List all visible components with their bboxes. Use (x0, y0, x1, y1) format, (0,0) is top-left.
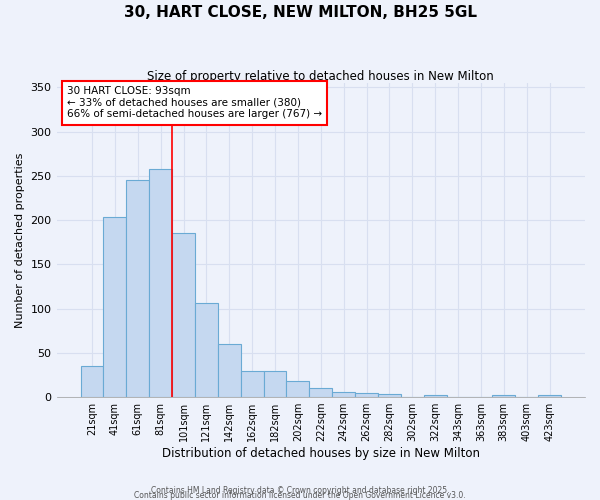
Text: Contains HM Land Registry data © Crown copyright and database right 2025.: Contains HM Land Registry data © Crown c… (151, 486, 449, 495)
Bar (103, 218, 127, 397)
Bar (310, 388, 332, 397)
Bar (538, 396, 561, 397)
Bar (286, 381, 310, 397)
Bar (355, 392, 378, 397)
Bar (378, 394, 401, 397)
Bar (241, 370, 263, 397)
Bar (493, 396, 515, 397)
Bar (195, 304, 218, 397)
Bar (127, 180, 149, 397)
Bar (172, 234, 195, 397)
Bar (424, 396, 446, 397)
Bar (332, 392, 355, 397)
Title: Size of property relative to detached houses in New Milton: Size of property relative to detached ho… (148, 70, 494, 83)
Bar (263, 370, 286, 397)
Bar (149, 169, 172, 397)
Text: Contains public sector information licensed under the Open Government Licence v3: Contains public sector information licen… (134, 490, 466, 500)
Text: 30, HART CLOSE, NEW MILTON, BH25 5GL: 30, HART CLOSE, NEW MILTON, BH25 5GL (124, 5, 476, 20)
Y-axis label: Number of detached properties: Number of detached properties (15, 152, 25, 328)
Bar (218, 344, 241, 397)
X-axis label: Distribution of detached houses by size in New Milton: Distribution of detached houses by size … (162, 447, 480, 460)
Bar (80, 366, 103, 397)
Text: 30 HART CLOSE: 93sqm
← 33% of detached houses are smaller (380)
66% of semi-deta: 30 HART CLOSE: 93sqm ← 33% of detached h… (67, 86, 322, 120)
